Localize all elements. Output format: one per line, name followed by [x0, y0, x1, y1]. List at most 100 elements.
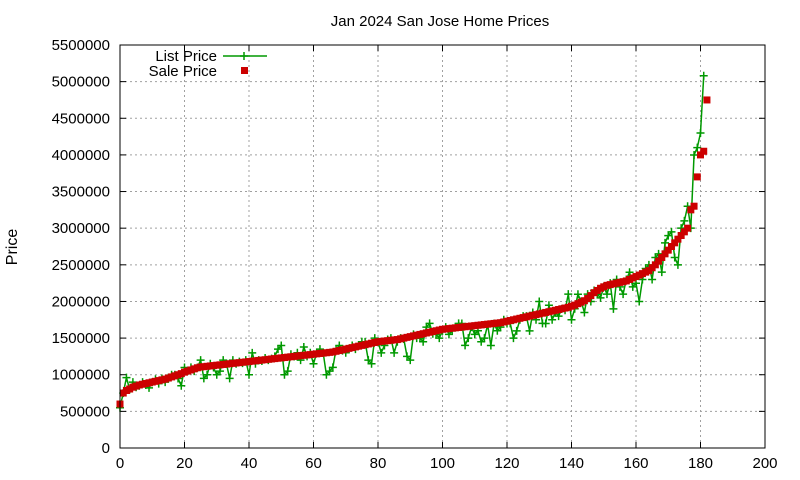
sale-price-point — [658, 253, 666, 261]
list-price-point — [693, 143, 702, 152]
list-price-point — [567, 315, 576, 324]
list-price-point — [225, 374, 234, 383]
list-price-point — [619, 290, 628, 299]
x-tick-label: 180 — [688, 455, 713, 472]
list-price-point — [122, 373, 131, 382]
x-tick-label: 120 — [494, 455, 519, 472]
sale-price-series — [116, 96, 711, 408]
list-price-point — [299, 342, 308, 351]
list-price-point — [245, 370, 253, 379]
list-price-point — [435, 334, 444, 343]
sale-price-point — [655, 257, 663, 265]
x-tick-label: 20 — [176, 455, 193, 472]
plot-frame — [119, 44, 766, 449]
grid-lines — [119, 44, 766, 449]
list-price-point — [390, 348, 399, 357]
legend-list-price-label: List Price — [155, 48, 217, 65]
list-price-point — [596, 293, 605, 302]
y-axis-label: Price — [4, 229, 21, 266]
list-price-point — [203, 370, 212, 379]
legend-sale-price-label: Sale Price — [149, 63, 217, 80]
list-price-point — [699, 71, 708, 80]
list-price-point — [657, 268, 666, 277]
x-tick-label: 60 — [305, 455, 322, 472]
y-tick-label: 2000000 — [52, 293, 110, 310]
list-price-point — [248, 348, 257, 357]
list-price-point — [680, 216, 689, 225]
y-tick-label: 0 — [102, 440, 110, 457]
list-price-line — [119, 75, 705, 408]
legend-list-price-marker — [240, 52, 248, 60]
list-price-point — [419, 337, 428, 346]
list-price-point — [464, 334, 473, 343]
x-tick-labels: 0 20 40 60 80 100 120 140 160 180 200 — [116, 455, 778, 472]
list-price-point — [602, 290, 611, 299]
x-tick-label: 0 — [116, 455, 124, 472]
sale-price-point — [680, 228, 688, 236]
sale-price-point — [703, 96, 711, 104]
list-price-point — [541, 319, 550, 328]
y-tick-label: 500000 — [60, 403, 110, 420]
x-tick-label: 140 — [559, 455, 584, 472]
x-tick-label: 200 — [752, 455, 777, 472]
y-tick-label: 5500000 — [52, 37, 110, 54]
list-price-point — [277, 341, 286, 350]
sale-price-point — [697, 151, 704, 159]
list-price-point — [377, 348, 386, 357]
list-price-point — [309, 359, 318, 368]
list-price-point — [406, 356, 415, 365]
y-tick-label: 1500000 — [52, 330, 110, 347]
list-price-point — [177, 381, 186, 390]
list-price-point — [667, 227, 676, 236]
list-price-point — [425, 319, 434, 328]
sale-price-point — [667, 243, 675, 250]
list-price-point — [635, 297, 644, 306]
list-price-point — [486, 341, 495, 350]
x-tick-label: 40 — [241, 455, 258, 472]
x-tick-label: 100 — [430, 455, 455, 472]
sale-price-point — [661, 250, 669, 258]
sale-price-point — [677, 232, 685, 240]
list-price-point — [580, 308, 589, 317]
list-price-point — [196, 356, 205, 365]
list-price-point — [525, 326, 534, 335]
y-tick-label: 3000000 — [52, 220, 110, 237]
list-price-point — [648, 275, 657, 284]
list-price-point — [661, 238, 670, 247]
list-price-point — [328, 363, 337, 372]
list-price-point — [564, 290, 573, 299]
list-price-point — [673, 260, 682, 269]
legend-sale-price-marker — [241, 67, 248, 74]
y-tick-label: 1000000 — [52, 367, 110, 384]
list-price-point — [696, 129, 705, 138]
sale-price-point — [700, 147, 708, 155]
list-price-point — [512, 326, 521, 335]
sale-price-point — [664, 246, 672, 254]
sale-price-point — [687, 206, 695, 214]
list-price-point — [509, 334, 518, 343]
list-price-point — [480, 334, 489, 343]
list-price-point — [573, 290, 582, 299]
chart-title: Jan 2024 San Jose Home Prices — [331, 13, 549, 30]
y-tick-label: 4500000 — [52, 110, 110, 127]
list-price-point — [535, 297, 544, 306]
sale-price-point — [684, 224, 692, 232]
sale-price-point — [674, 235, 682, 243]
sale-price-point — [651, 261, 659, 269]
y-tick-label: 2500000 — [52, 257, 110, 274]
legend: List Price Sale Price — [149, 48, 267, 80]
list-price-point — [690, 150, 699, 159]
list-price-point — [548, 315, 557, 324]
y-tick-label: 4000000 — [52, 147, 110, 164]
sale-price-point — [690, 202, 698, 210]
y-tick-labels: 0 500000 1000000 1500000 2000000 2500000 30000… — [52, 37, 110, 457]
list-price-point — [283, 367, 292, 376]
sale-price-point — [693, 173, 701, 181]
list-price-point — [461, 341, 470, 350]
x-tick-label: 80 — [370, 455, 387, 472]
sale-price-point — [671, 239, 679, 247]
list-price-point — [670, 253, 679, 262]
y-tick-label: 5000000 — [52, 74, 110, 91]
